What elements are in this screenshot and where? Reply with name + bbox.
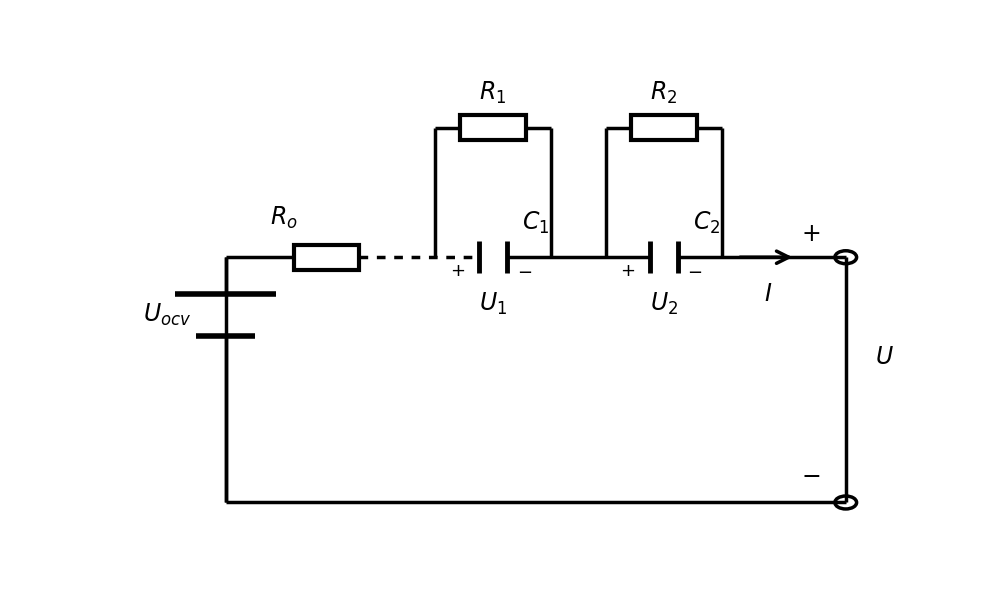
Text: $-$: $-$ — [801, 463, 821, 487]
Text: $U_{ocv}$: $U_{ocv}$ — [143, 302, 192, 328]
Text: $R_1$: $R_1$ — [479, 80, 507, 106]
Text: $+$: $+$ — [801, 222, 820, 246]
Text: $I$: $I$ — [764, 282, 772, 307]
Text: $U_1$: $U_1$ — [479, 290, 507, 317]
Text: $R_2$: $R_2$ — [650, 80, 677, 106]
Text: $C_2$: $C_2$ — [693, 209, 720, 236]
Text: $U$: $U$ — [875, 345, 894, 369]
Bar — [631, 115, 697, 141]
Text: $+$: $+$ — [620, 262, 636, 280]
Text: $U_2$: $U_2$ — [650, 290, 678, 317]
Bar — [294, 245, 359, 270]
Text: $+$: $+$ — [450, 262, 465, 280]
Text: $-$: $-$ — [687, 262, 702, 280]
Text: $C_1$: $C_1$ — [522, 209, 549, 236]
Text: $-$: $-$ — [517, 262, 532, 280]
Text: $R_o$: $R_o$ — [270, 205, 298, 231]
Bar — [460, 115, 526, 141]
